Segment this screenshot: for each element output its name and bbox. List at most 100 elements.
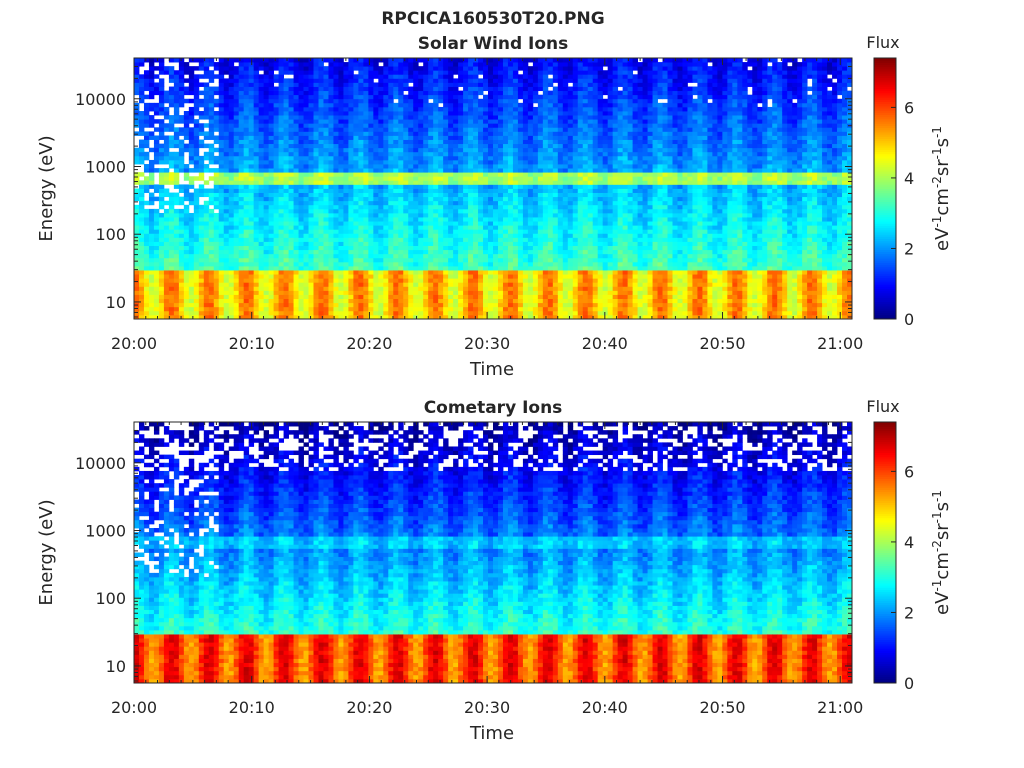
spectrogram-cell [343,306,349,312]
spectrogram-cell [308,274,314,279]
spectrogram-cell [413,200,419,206]
spectrogram-cell [393,111,399,116]
spectrogram-cell [502,143,509,149]
spectrogram-cell [238,119,245,124]
spectrogram-cell [363,139,369,145]
spectrogram-cell [473,62,479,67]
spectrogram-cell [517,172,524,177]
spectrogram-cell [138,115,145,120]
spectrogram-cell [512,147,519,153]
spectrogram-cell [383,119,389,124]
spectrogram-cell [278,225,284,230]
spectrogram-cell [408,131,414,136]
spectrogram-cell [293,290,299,295]
spectrogram-cell [423,212,429,218]
spectrogram-cell [183,253,190,259]
spectrogram-cell [268,94,275,100]
spectrogram-cell [398,188,404,193]
spectrogram-cell [433,245,439,251]
spectrogram-cell [348,274,354,279]
spectrogram-cell [268,253,275,259]
spectrogram-cell [163,212,170,218]
spectrogram-cell [228,90,235,96]
spectrogram-cell [183,131,190,136]
spectrogram-cell [433,233,439,238]
spectrogram-cell [268,294,275,300]
spectrogram-cell [258,62,265,67]
spectrogram-cell [443,115,449,120]
spectrogram-cell [303,286,309,291]
spectrogram-cell [493,159,499,165]
spectrogram-cell [338,265,344,271]
spectrogram-cell [517,233,524,238]
spectrogram-cell [178,229,185,234]
spectrogram-cell [358,106,364,112]
spectrogram-cell [138,302,145,308]
spectrogram-cell [178,168,185,173]
spectrogram-cell [258,294,265,300]
spectrogram-cell [178,119,185,124]
spectrogram-cell [373,180,379,185]
spectrogram-cell [438,282,444,287]
spectrogram-cell [488,164,494,169]
spectrogram-cell [353,245,359,251]
spectrogram-cell [348,192,354,198]
spectrogram-cell [243,127,250,132]
spectrogram-cell [428,70,434,75]
spectrogram-cell [188,302,195,308]
spectrogram-cell [253,94,260,100]
spectrogram-cell [453,176,459,181]
spectrogram-cell [263,245,270,251]
spectrogram-cell [493,102,499,108]
spectrogram-cell [208,306,215,312]
spectrogram-cell [248,180,255,185]
spectrogram-cell [273,98,279,104]
spectrogram-cell [323,70,329,75]
spectrogram-cell [233,155,240,161]
spectrogram-cell [323,164,329,169]
spectrogram-cell [134,225,140,230]
spectrogram-cell [383,155,389,161]
spectrogram-cell [293,270,299,275]
spectrogram-cell [323,249,329,255]
spectrogram-cell [323,261,329,267]
spectrogram-cell [373,90,379,96]
spectrogram-cell [423,74,429,79]
spectrogram-cell [448,225,454,230]
spectrogram-cell [258,302,265,308]
spectrogram-cell [483,176,489,181]
spectrogram-cell [263,290,270,295]
spectrogram-cell [183,274,190,279]
spectrogram-cell [193,298,200,304]
spectrogram-cell [348,106,354,112]
spectrogram-cell [527,306,534,312]
spectrogram-cell [248,176,255,181]
spectrogram-cell [408,180,414,185]
spectrogram-cell [223,249,230,255]
spectrogram-cell [408,164,414,169]
spectrogram-cell [493,155,499,161]
spectrogram-cell [497,282,504,287]
spectrogram-cell [522,274,529,279]
spectrogram-cell [423,270,429,275]
spectrogram-cell [143,94,150,100]
spectrogram-cell [293,155,299,161]
spectrogram-cell [143,176,150,181]
spectrogram-cell [483,159,489,165]
spectrogram-cell [198,102,205,108]
spectrogram-cell [303,74,309,79]
spectrogram-cell [263,155,270,161]
spectrogram-cell [353,225,359,230]
spectrogram-cell [308,314,314,320]
spectrogram-cell [393,253,399,259]
spectrogram-cell [303,212,309,218]
spectrogram-cell [408,245,414,251]
spectrogram-cell [273,310,279,316]
spectrogram-cell [363,131,369,136]
spectrogram-cell [203,135,210,140]
spectrogram-cell [298,164,304,169]
spectrogram-cell [218,131,225,136]
spectrogram-cell [502,241,509,246]
spectrogram-cell [173,119,180,124]
spectrogram-cell [273,131,279,136]
